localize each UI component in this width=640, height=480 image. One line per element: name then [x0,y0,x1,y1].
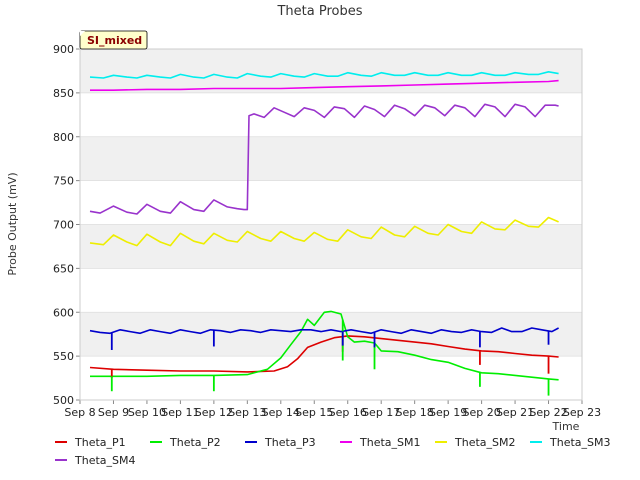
x-tick-label: Sep 23 [563,406,601,419]
x-tick-label: Sep 8 [64,406,95,419]
x-tick-label: Sep 13 [228,406,266,419]
y-tick-label: 600 [53,306,74,319]
y-tick-label: 500 [53,394,74,407]
series-line-theta-p2 [90,310,559,381]
badge-notch [80,31,85,36]
plot-band [80,312,582,357]
series-line-theta-p1 [89,335,559,373]
x-tick-label: Sep 16 [329,406,367,419]
y-tick-label: 650 [53,262,74,275]
x-axis-label: Time [552,420,580,433]
series-line-theta-sm3 [89,71,559,79]
x-tick-label: Sep 15 [295,406,333,419]
chart-series [89,71,559,396]
x-tick-label: Sep 11 [161,406,199,419]
plot-band [80,49,582,93]
chart-bands [80,49,582,357]
y-tick-label: 900 [53,43,74,56]
x-tick-label: Sep 17 [362,406,400,419]
x-tick-label: Sep 21 [496,406,534,419]
x-tick-label: Sep 14 [262,406,300,419]
plot-band [80,224,582,269]
legend-label: Theta_SM2 [454,436,515,449]
legend-label: Theta_SM4 [74,454,135,467]
badge-box [79,30,148,50]
y-tick-label: 850 [53,87,74,100]
x-tick-label: Sep 12 [195,406,233,419]
series-line-theta-sm1 [90,79,559,91]
legend-label: Theta_P2 [169,436,221,449]
legend-label: Theta_SM1 [359,436,420,449]
legend-label: Theta_P3 [264,436,316,449]
plot-frame [79,48,583,401]
plot-band [80,136,582,181]
x-tick-label: Sep 9 [98,406,129,419]
badge-label: SI_mixed [87,34,142,47]
x-tick-label: Sep 19 [429,406,467,419]
y-tick-label: 550 [53,350,74,363]
x-tick-label: Sep 18 [396,406,434,419]
x-tick-label: Sep 10 [128,406,166,419]
y-tick-label: 800 [53,131,74,144]
series-line-theta-p3 [89,327,559,335]
x-tick-label: Sep 20 [462,406,500,419]
y-tick-label: 750 [53,175,74,188]
legend-label: Theta_P1 [74,436,126,449]
chart-legend: Theta_P1 Theta_P2 Theta_P3 Theta_SM1 Theta_S… [55,436,610,467]
x-tick-label: Sep 22 [529,406,567,419]
y-axis-label: Probe Output (mV) [6,172,19,275]
series-line-theta-sm4 [89,103,559,215]
chart-title: Theta Probes [276,4,362,19]
series-line-theta-sm2 [89,216,559,247]
legend-label: Theta_SM3 [549,436,610,449]
y-tick-label: 700 [53,219,74,232]
